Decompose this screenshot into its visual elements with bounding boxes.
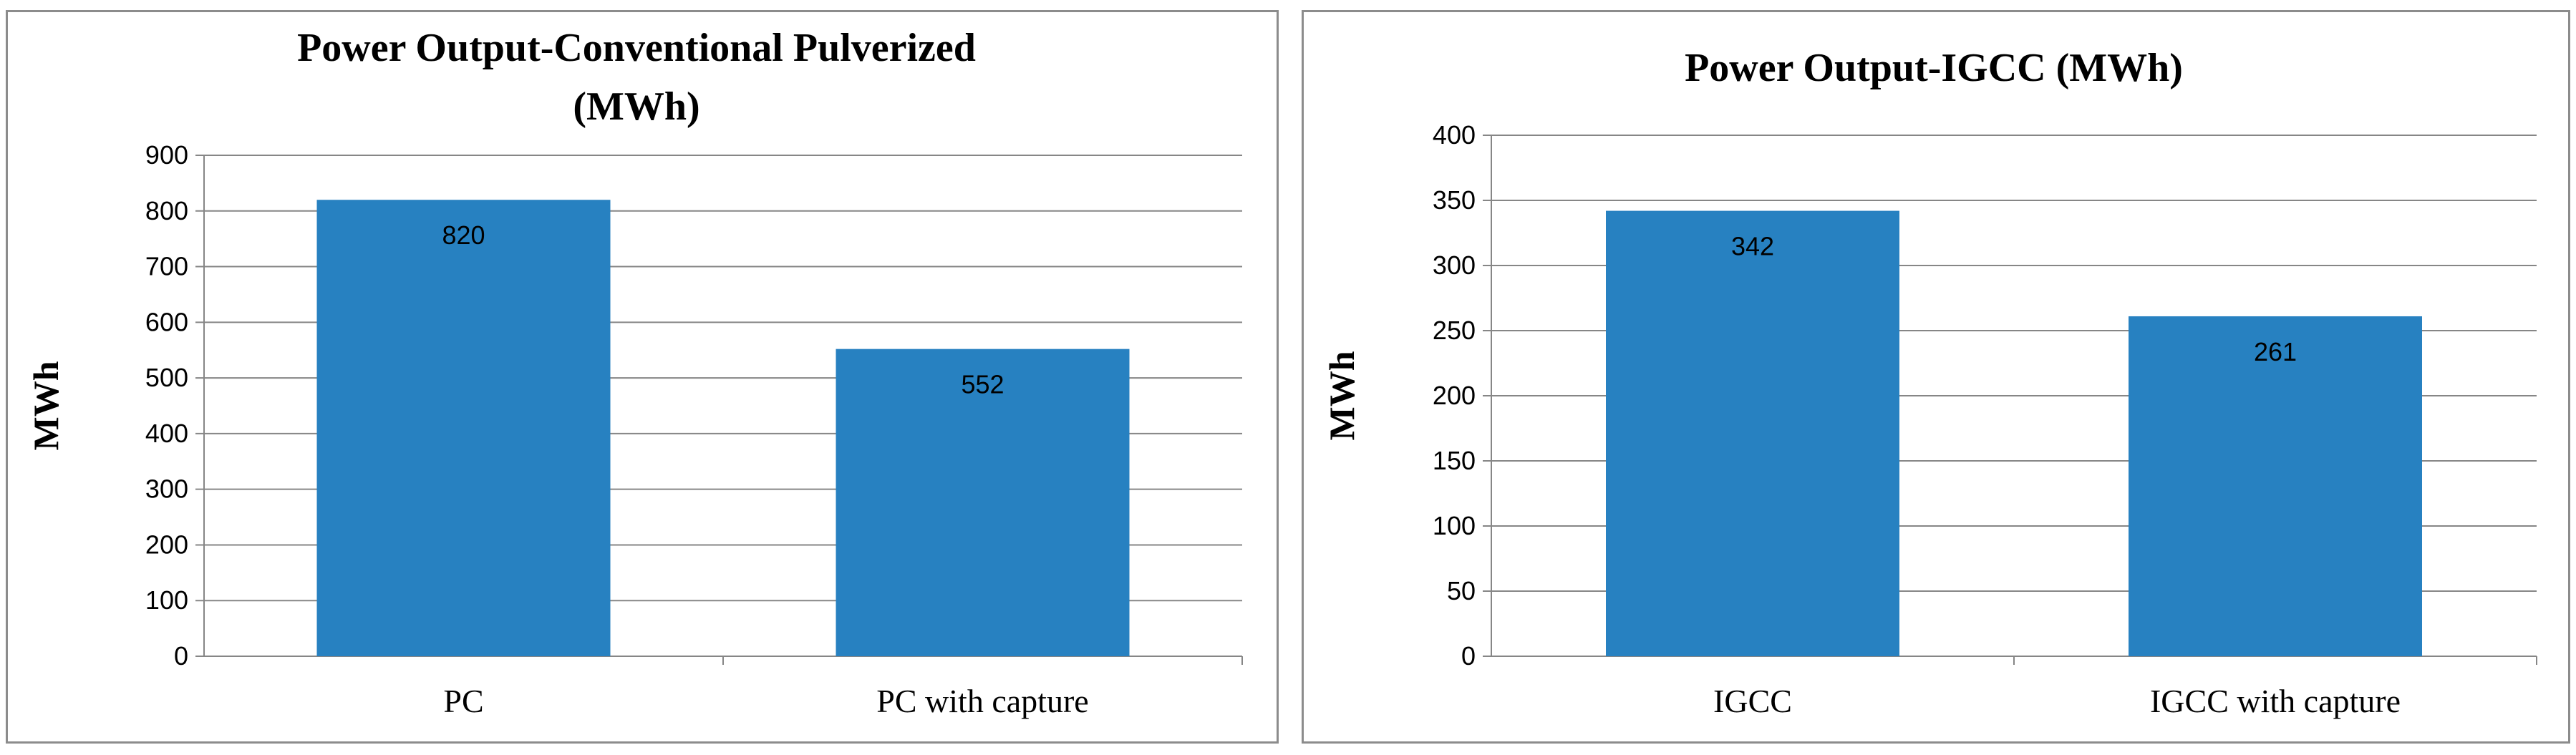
bar-2 bbox=[836, 349, 1130, 656]
y-tick-label: 700 bbox=[145, 252, 188, 281]
chart-title-line-1: Power Output-Conventional Pulverized bbox=[297, 26, 976, 70]
y-tick-label: 50 bbox=[1447, 576, 1476, 605]
data-label-2: 261 bbox=[2254, 337, 2297, 366]
data-label-1: 342 bbox=[1731, 232, 1774, 261]
bar-2 bbox=[2129, 316, 2422, 656]
y-tick-label: 300 bbox=[1433, 250, 1476, 280]
x-tick-label-2: IGCC with capture bbox=[2150, 683, 2401, 719]
y-tick-label: 200 bbox=[1433, 381, 1476, 410]
y-tick-label: 100 bbox=[1433, 511, 1476, 540]
y-axis-label: MWh bbox=[26, 361, 66, 450]
y-tick-label: 250 bbox=[1433, 316, 1476, 345]
y-tick-label: 350 bbox=[1433, 185, 1476, 215]
bar-1 bbox=[316, 200, 611, 656]
chart-title-line-1: Power Output-IGCC (MWh) bbox=[1685, 46, 2183, 90]
y-tick-label: 100 bbox=[145, 585, 188, 615]
chart-svg-igcc: Power Output-IGCC (MWh) MWh 0 50 100 150 200 25… bbox=[1322, 46, 2537, 719]
y-tick-label: 400 bbox=[1433, 120, 1476, 150]
y-tick-label: 150 bbox=[1433, 446, 1476, 475]
x-tick-label-2: PC with capture bbox=[876, 683, 1088, 719]
bar-1 bbox=[1606, 210, 1899, 656]
y-axis-label: MWh bbox=[1322, 351, 1362, 440]
y-tick-label: 0 bbox=[1461, 641, 1476, 671]
y-tick-label: 900 bbox=[145, 140, 188, 170]
chart-panel-pc: Power Output-Conventional Pulverized (MWh… bbox=[6, 10, 1279, 744]
x-tick-label-1: PC bbox=[443, 683, 483, 719]
y-tick-label: 400 bbox=[145, 419, 188, 448]
data-label-1: 820 bbox=[442, 220, 485, 250]
y-tick-label: 800 bbox=[145, 196, 188, 225]
y-tick-label: 200 bbox=[145, 530, 188, 559]
y-tick-label: 0 bbox=[174, 641, 188, 671]
data-label-2: 552 bbox=[961, 370, 1004, 399]
y-tick-label: 600 bbox=[145, 307, 188, 336]
y-tick-label: 500 bbox=[145, 363, 188, 392]
y-tick-label: 300 bbox=[145, 474, 188, 504]
chart-svg-pc: Power Output-Conventional Pulverized (MWh… bbox=[26, 26, 1243, 719]
x-tick-label-1: IGCC bbox=[1713, 683, 1792, 719]
chart-title-line-2: (MWh) bbox=[573, 84, 699, 129]
chart-panel-igcc: Power Output-IGCC (MWh) MWh 0 50 100 150 200 25… bbox=[1302, 10, 2570, 744]
